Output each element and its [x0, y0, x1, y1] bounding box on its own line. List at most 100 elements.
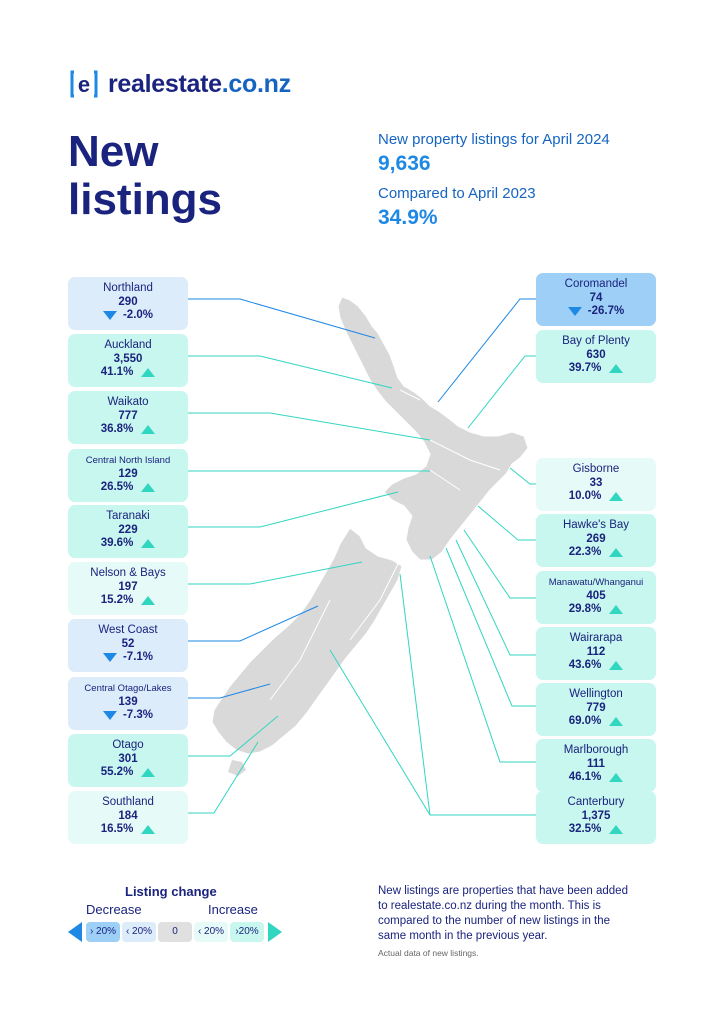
region-change: 29.8% [536, 603, 656, 617]
stewart-island-shape [228, 760, 246, 776]
region-name: Otago [112, 739, 144, 751]
region-box-coromandel: Coromandel 74 -26.7% [536, 273, 656, 326]
region-change: 69.0% [536, 715, 656, 729]
region-change-value: 36.8% [100, 423, 134, 435]
legend-increase-arrow-icon [268, 922, 282, 942]
region-name: Bay of Plenty [562, 335, 630, 347]
region-count: 779 [586, 701, 606, 714]
region-change: 39.7% [536, 362, 656, 376]
legend-chip-increase: ‹ 20% [194, 922, 228, 942]
region-change: -7.3% [68, 709, 188, 723]
footnote-small: Actual data of new listings. [378, 948, 479, 958]
region-box-west-coast: West Coast 52 -7.1% [68, 619, 188, 672]
region-box-auckland: Auckland 3,550 41.1% [68, 334, 188, 387]
region-count: 269 [586, 532, 606, 545]
region-change: 36.8% [68, 423, 188, 437]
region-box-bay-of-plenty: Bay of Plenty 630 39.7% [536, 330, 656, 383]
region-change: -2.0% [68, 309, 188, 323]
region-change-value: 55.2% [100, 766, 134, 778]
triangle-up-icon [609, 661, 624, 671]
region-name: Hawke's Bay [562, 519, 630, 531]
region-name: Coromandel [564, 278, 628, 290]
region-count: 3,550 [113, 352, 143, 365]
logo-icon: e [70, 70, 98, 98]
region-count: 301 [118, 752, 138, 765]
region-box-taranaki: Taranaki 229 39.6% [68, 505, 188, 558]
legend-chip-decrease: ‹ 20% [122, 922, 156, 942]
triangle-up-icon [609, 364, 624, 374]
region-count: 129 [118, 467, 138, 480]
legend-title: Listing change [125, 884, 217, 899]
triangle-down-icon [102, 711, 117, 721]
region-count: 777 [118, 409, 138, 422]
region-box-nelson-bays: Nelson & Bays 197 15.2% [68, 562, 188, 615]
region-name: Waikato [107, 396, 149, 408]
legend-chip-zero: 0 [158, 922, 192, 942]
region-name: Taranaki [106, 510, 150, 522]
triangle-up-icon [141, 596, 156, 606]
region-count: 33 [589, 476, 603, 489]
svg-text:e: e [78, 72, 90, 97]
region-box-waikato: Waikato 777 36.8% [68, 391, 188, 444]
region-change: 41.1% [68, 366, 188, 380]
region-name: Northland [103, 282, 153, 294]
region-name: Central North Island [85, 455, 171, 466]
region-change: -7.1% [68, 651, 188, 665]
region-count: 290 [118, 295, 138, 308]
region-box-hawke-s-bay: Hawke's Bay 269 22.3% [536, 514, 656, 567]
region-change-value: 16.5% [100, 823, 134, 835]
triangle-down-icon [102, 311, 117, 321]
page-title: New listings [68, 127, 223, 224]
region-change-value: 32.5% [568, 823, 602, 835]
triangle-up-icon [609, 717, 624, 727]
legend-increase-label: Increase [208, 902, 258, 917]
triangle-up-icon [609, 825, 624, 835]
compare-value: 34.9% [378, 206, 438, 229]
region-box-southland: Southland 184 16.5% [68, 791, 188, 844]
legend-chip-strong-increase: ›20% [230, 922, 264, 942]
region-name: Southland [102, 796, 154, 808]
region-box-marlborough: Marlborough 111 46.1% [536, 739, 656, 792]
region-count: 184 [118, 809, 138, 822]
region-change-value: 15.2% [100, 594, 134, 606]
triangle-up-icon [609, 548, 624, 558]
region-count: 197 [118, 580, 138, 593]
region-box-central-otago-lakes: Central Otago/Lakes 139 -7.3% [68, 677, 188, 730]
region-change-value: -2.0% [122, 309, 154, 321]
region-box-wellington: Wellington 779 69.0% [536, 683, 656, 736]
triangle-up-icon [141, 825, 156, 835]
region-change: 32.5% [536, 823, 656, 837]
region-name: Marlborough [563, 744, 629, 756]
triangle-up-icon [141, 483, 156, 493]
region-count: 630 [586, 348, 606, 361]
region-change: 16.5% [68, 823, 188, 837]
region-box-wairarapa: Wairarapa 112 43.6% [536, 627, 656, 680]
region-name: Central Otago/Lakes [84, 683, 172, 694]
triangle-up-icon [609, 605, 624, 615]
region-name: Manawatu/Whanganui [548, 577, 644, 588]
region-name: West Coast [98, 624, 158, 636]
region-box-gisborne: Gisborne 33 10.0% [536, 458, 656, 511]
region-name: Nelson & Bays [90, 567, 166, 579]
region-change-value: 39.6% [100, 537, 134, 549]
region-change-value: -7.1% [122, 651, 154, 663]
triangle-up-icon [609, 492, 624, 502]
region-change-value: -26.7% [587, 305, 625, 317]
region-change: 43.6% [536, 659, 656, 673]
triangle-down-icon [567, 307, 582, 317]
triangle-up-icon [141, 425, 156, 435]
region-change-value: 39.7% [568, 362, 602, 374]
region-change-value: 29.8% [568, 603, 602, 615]
region-change-value: 10.0% [568, 490, 602, 502]
region-change-value: 22.3% [568, 546, 602, 558]
compare-label: Compared to April 2023 [378, 185, 536, 202]
triangle-up-icon [141, 368, 156, 378]
region-change: 15.2% [68, 594, 188, 608]
triangle-up-icon [609, 773, 624, 783]
region-change-value: 26.5% [100, 481, 134, 493]
region-change-value: 43.6% [568, 659, 602, 671]
region-box-manawatu-whanganui: Manawatu/Whanganui 405 29.8% [536, 571, 656, 624]
region-name: Gisborne [572, 463, 620, 475]
legend-decrease-arrow-icon [68, 922, 82, 942]
region-change-value: 46.1% [568, 771, 602, 783]
